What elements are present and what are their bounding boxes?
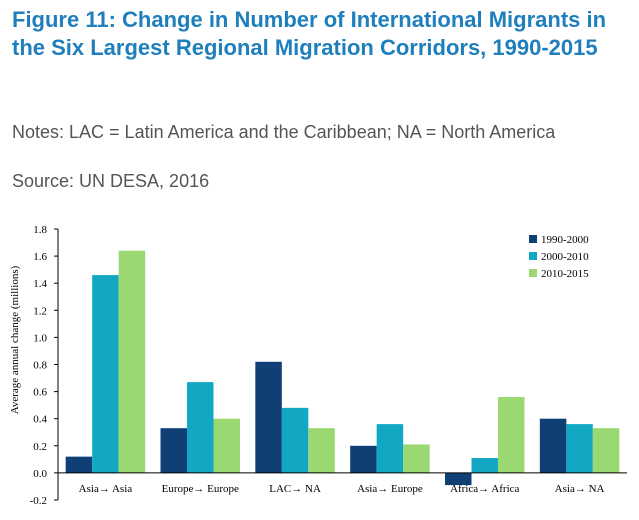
bar: [281, 407, 309, 473]
bar: [566, 424, 593, 473]
bar: [498, 397, 525, 473]
bar-marks: [65, 250, 620, 486]
bar: [92, 275, 119, 473]
bar: [445, 472, 472, 486]
bar: [376, 424, 404, 473]
x-tick-label: Europe→ Europe: [162, 483, 239, 495]
bar: [539, 418, 567, 473]
x-tick-label: Asia→ NA: [555, 483, 605, 495]
y-tick-label: 0.4: [33, 414, 47, 426]
y-axis-ticks: -0.2 0.0 0.2 0.4 0.6 0.8 1.0 1.2 1.4 1.6 1.8: [30, 224, 58, 507]
x-tick-label: Africa→ Africa: [450, 483, 519, 495]
y-tick-label: 0.8: [33, 360, 47, 372]
y-tick-label: -0.2: [30, 495, 47, 507]
bar: [160, 428, 187, 473]
x-tick-label: Asia→ Europe: [357, 483, 423, 495]
bar: [403, 444, 430, 473]
source-text: Source: UN DESA, 2016: [12, 171, 210, 191]
x-axis-labels: Asia→ Asia Europe→ Europe LAC→ NA Asia→ Eur…: [79, 483, 605, 495]
notes-text: Notes: LAC = Latin America and the Carib…: [12, 122, 556, 142]
legend-swatch: [529, 252, 537, 260]
bar: [592, 428, 620, 473]
y-tick-label: 1.2: [33, 305, 47, 317]
x-tick-label: Asia→ Asia: [79, 483, 133, 495]
figure-title: Figure 11: Change in Number of Internati…: [12, 7, 607, 60]
bar: [350, 445, 377, 473]
legend-label: 2010-2015: [541, 268, 589, 280]
bar: [65, 456, 93, 473]
legend-swatch: [529, 235, 537, 243]
bar: [213, 418, 240, 473]
bar: [255, 361, 282, 473]
legend-label: 2000-2010: [541, 251, 589, 263]
y-tick-label: 0.6: [33, 387, 47, 399]
y-tick-label: 0.0: [33, 468, 47, 480]
legend-swatch: [529, 269, 537, 277]
y-tick-label: 1.4: [33, 278, 47, 290]
y-tick-label: 0.2: [33, 441, 47, 453]
y-axis-label: Average annual change (millions): [9, 265, 21, 414]
bar: [187, 382, 214, 473]
bar: [118, 250, 146, 473]
y-tick-label: 1.6: [33, 251, 47, 263]
x-tick-label: LAC→ NA: [269, 483, 321, 495]
y-tick-label: 1.0: [33, 332, 47, 344]
legend-label: 1990-2000: [541, 234, 589, 246]
bar: [471, 458, 498, 473]
y-tick-label: 1.8: [33, 224, 47, 236]
legend: 1990-2000 2000-2010 2010-2015: [529, 234, 589, 280]
bar: [308, 428, 335, 473]
